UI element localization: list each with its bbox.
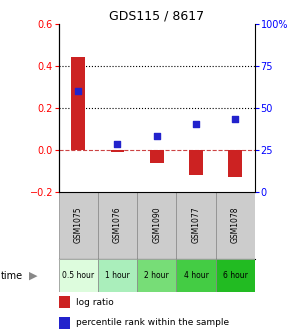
Bar: [137, 259, 176, 292]
Text: 6 hour: 6 hour: [223, 271, 248, 280]
Bar: [98, 259, 137, 292]
Bar: [137, 192, 176, 259]
Bar: [59, 317, 70, 329]
Text: percentile rank within the sample: percentile rank within the sample: [76, 318, 229, 327]
Text: log ratio: log ratio: [76, 298, 114, 307]
Text: 1 hour: 1 hour: [105, 271, 130, 280]
Bar: [216, 192, 255, 259]
Bar: [111, 150, 124, 152]
Bar: [189, 150, 203, 175]
Bar: [59, 296, 70, 308]
Text: GSM1078: GSM1078: [231, 207, 240, 243]
Bar: [59, 259, 98, 292]
Point: [194, 122, 198, 127]
Text: GSM1076: GSM1076: [113, 207, 122, 244]
Text: GSM1077: GSM1077: [192, 207, 200, 244]
Point: [76, 88, 81, 93]
Bar: [176, 192, 216, 259]
Bar: [150, 150, 163, 163]
Text: time: time: [0, 270, 23, 281]
Text: GSM1075: GSM1075: [74, 207, 83, 244]
Point: [233, 117, 238, 122]
Point: [115, 142, 120, 147]
Bar: [229, 150, 242, 177]
Text: 4 hour: 4 hour: [184, 271, 208, 280]
Bar: [59, 192, 98, 259]
Bar: [71, 57, 85, 150]
Bar: [176, 259, 216, 292]
Text: 2 hour: 2 hour: [144, 271, 169, 280]
Text: ▶: ▶: [29, 270, 38, 281]
Bar: [98, 192, 137, 259]
Text: 0.5 hour: 0.5 hour: [62, 271, 94, 280]
Bar: [216, 259, 255, 292]
Text: GSM1090: GSM1090: [152, 207, 161, 244]
Title: GDS115 / 8617: GDS115 / 8617: [109, 9, 204, 23]
Point: [154, 133, 159, 139]
